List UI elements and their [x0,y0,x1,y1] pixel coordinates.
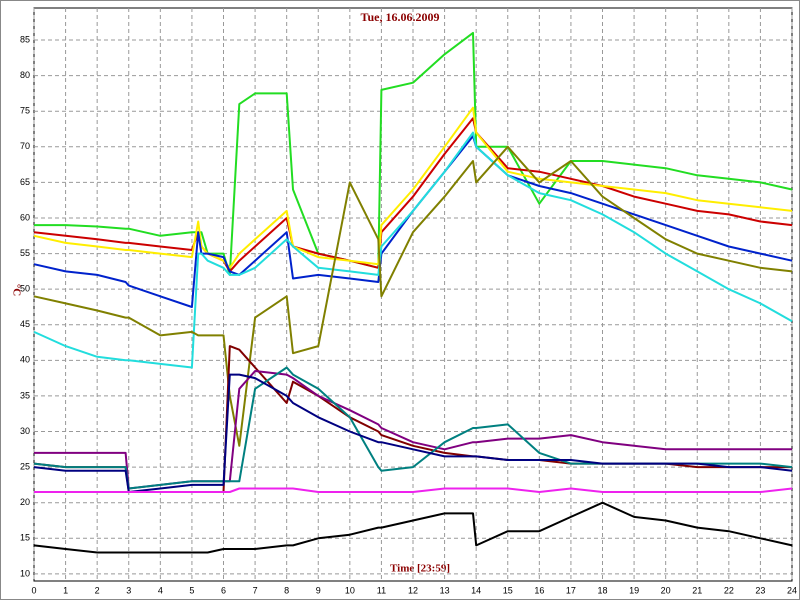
series-line [33,117,793,273]
x-tick-label: 16 [534,585,544,595]
x-tick-label: 24 [787,585,797,595]
series-line [33,135,793,308]
x-tick-label: 11 [377,585,386,595]
x-tick-label: 9 [316,585,321,595]
y-tick-label: 25 [20,461,30,471]
y-tick-label: 20 [20,497,30,507]
series-line [33,131,793,369]
x-tick-label: 1 [63,585,68,595]
x-tick-label: 18 [597,585,607,595]
x-tick-label: 7 [253,585,258,595]
x-tick-label: 2 [95,585,100,595]
y-tick-label: 65 [20,177,30,187]
x-tick-label: 19 [629,585,639,595]
x-tick-label: 13 [440,585,450,595]
y-tick-label: 60 [20,212,30,222]
y-tick-label: 50 [20,284,30,294]
y-tick-label: 85 [20,34,30,44]
y-tick-label: 10 [20,568,30,578]
y-tick-label: 15 [20,533,30,543]
chart-title: Tue, 16.06.2009 [361,10,440,24]
x-tick-label: 8 [284,585,289,595]
x-tick-label: 10 [345,585,355,595]
x-tick-label: 22 [724,585,734,595]
x-tick-label: 4 [158,585,163,595]
series-line [33,501,793,554]
x-tick-label: 0 [31,585,36,595]
y-tick-label: 80 [20,70,30,80]
x-tick-label: 23 [755,585,765,595]
x-tick-label: 21 [692,585,702,595]
x-axis-label: Time [23:59] [390,563,450,575]
y-axis-label: °C [10,284,22,296]
y-tick-label: 45 [20,319,30,329]
x-tick-label: 17 [566,585,576,595]
x-tick-label: 6 [221,585,226,595]
y-tick-label: 35 [20,390,30,400]
x-tick-label: 15 [503,585,513,595]
y-tick-label: 40 [20,355,30,365]
y-tick-label: 70 [20,141,30,151]
y-tick-label: 75 [20,106,30,116]
series-line [34,487,793,493]
x-tick-label: 12 [408,585,418,595]
x-tick-label: 20 [661,585,671,595]
x-tick-label: 14 [471,585,481,595]
y-tick-label: 55 [20,248,30,258]
series-line [33,373,793,493]
series-line [33,145,793,447]
x-tick-label: 3 [126,585,131,595]
y-tick-label: 30 [20,426,30,436]
series-line [33,106,793,269]
x-tick-label: 5 [189,585,194,595]
